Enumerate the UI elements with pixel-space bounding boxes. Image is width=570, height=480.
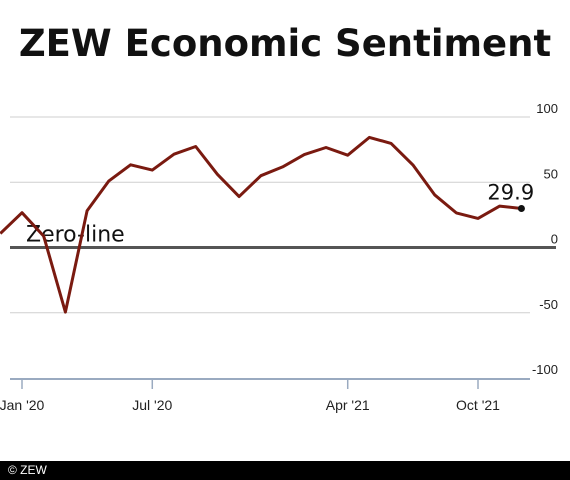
series-line	[0, 135, 522, 314]
last-value-marker	[517, 204, 525, 212]
last-value-label: 29.9	[487, 180, 534, 204]
y-tick-label: -50	[539, 297, 558, 312]
x-tick-label: Jul '20	[132, 397, 172, 413]
chart-title: ZEW Economic Sentiment	[18, 22, 552, 65]
x-tick-label: Apr '21	[326, 397, 370, 413]
y-tick-label: 100	[536, 101, 558, 116]
grid-lines	[10, 116, 530, 314]
y-tick-label: -100	[532, 362, 558, 377]
x-tick-label: Jan '20	[0, 397, 45, 413]
y-tick-label: 50	[544, 166, 558, 181]
x-tick-label: Oct '21	[456, 397, 500, 413]
y-tick-label: 0	[551, 232, 558, 247]
footer-credit: © ZEW	[0, 461, 570, 480]
y-axis-ticks: 100 50 0 -50 -100	[532, 101, 558, 377]
x-axis-ticks: Jan '20 Jul '20 Apr '21 Oct '21	[0, 379, 500, 413]
